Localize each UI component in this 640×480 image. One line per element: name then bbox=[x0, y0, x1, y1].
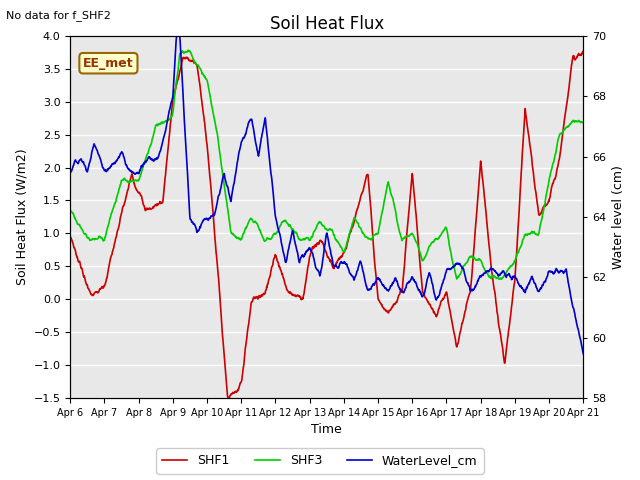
SHF3 bbox=[474, 257, 481, 263]
SHF1 bbox=[225, 395, 232, 401]
WaterLevel_cm bbox=[181, 124, 189, 130]
Title: Soil Heat Flux: Soil Heat Flux bbox=[269, 15, 384, 33]
SHF3 bbox=[184, 48, 192, 53]
WaterLevel_cm bbox=[173, 33, 180, 39]
SHF1 bbox=[406, 192, 414, 197]
WaterLevel_cm bbox=[519, 286, 527, 292]
WaterLevel_cm bbox=[406, 278, 414, 284]
Line: SHF3: SHF3 bbox=[70, 50, 583, 279]
WaterLevel_cm bbox=[168, 98, 176, 104]
WaterLevel_cm bbox=[238, 138, 246, 144]
SHF1 bbox=[238, 374, 246, 380]
Line: SHF1: SHF1 bbox=[70, 51, 583, 398]
SHF1 bbox=[579, 48, 587, 54]
X-axis label: Time: Time bbox=[312, 423, 342, 436]
SHF1 bbox=[180, 55, 188, 61]
Text: No data for f_SHF2: No data for f_SHF2 bbox=[6, 10, 111, 21]
SHF1 bbox=[67, 233, 74, 239]
SHF3 bbox=[238, 234, 246, 240]
SHF3 bbox=[168, 114, 176, 120]
SHF3 bbox=[579, 120, 587, 125]
SHF3 bbox=[495, 276, 503, 282]
WaterLevel_cm bbox=[67, 170, 74, 176]
SHF1 bbox=[168, 106, 176, 112]
SHF3 bbox=[406, 232, 414, 238]
SHF1 bbox=[579, 48, 587, 54]
SHF1 bbox=[474, 201, 481, 206]
WaterLevel_cm bbox=[474, 279, 481, 285]
Legend: SHF1, SHF3, WaterLevel_cm: SHF1, SHF3, WaterLevel_cm bbox=[156, 448, 484, 474]
WaterLevel_cm bbox=[579, 351, 587, 357]
SHF3 bbox=[67, 207, 74, 213]
SHF1 bbox=[519, 145, 527, 151]
Y-axis label: Water level (cm): Water level (cm) bbox=[612, 165, 625, 269]
Text: EE_met: EE_met bbox=[83, 57, 134, 70]
Y-axis label: Soil Heat Flux (W/m2): Soil Heat Flux (W/m2) bbox=[15, 149, 28, 285]
SHF3 bbox=[180, 49, 188, 55]
Line: WaterLevel_cm: WaterLevel_cm bbox=[70, 36, 583, 354]
SHF3 bbox=[519, 237, 527, 242]
